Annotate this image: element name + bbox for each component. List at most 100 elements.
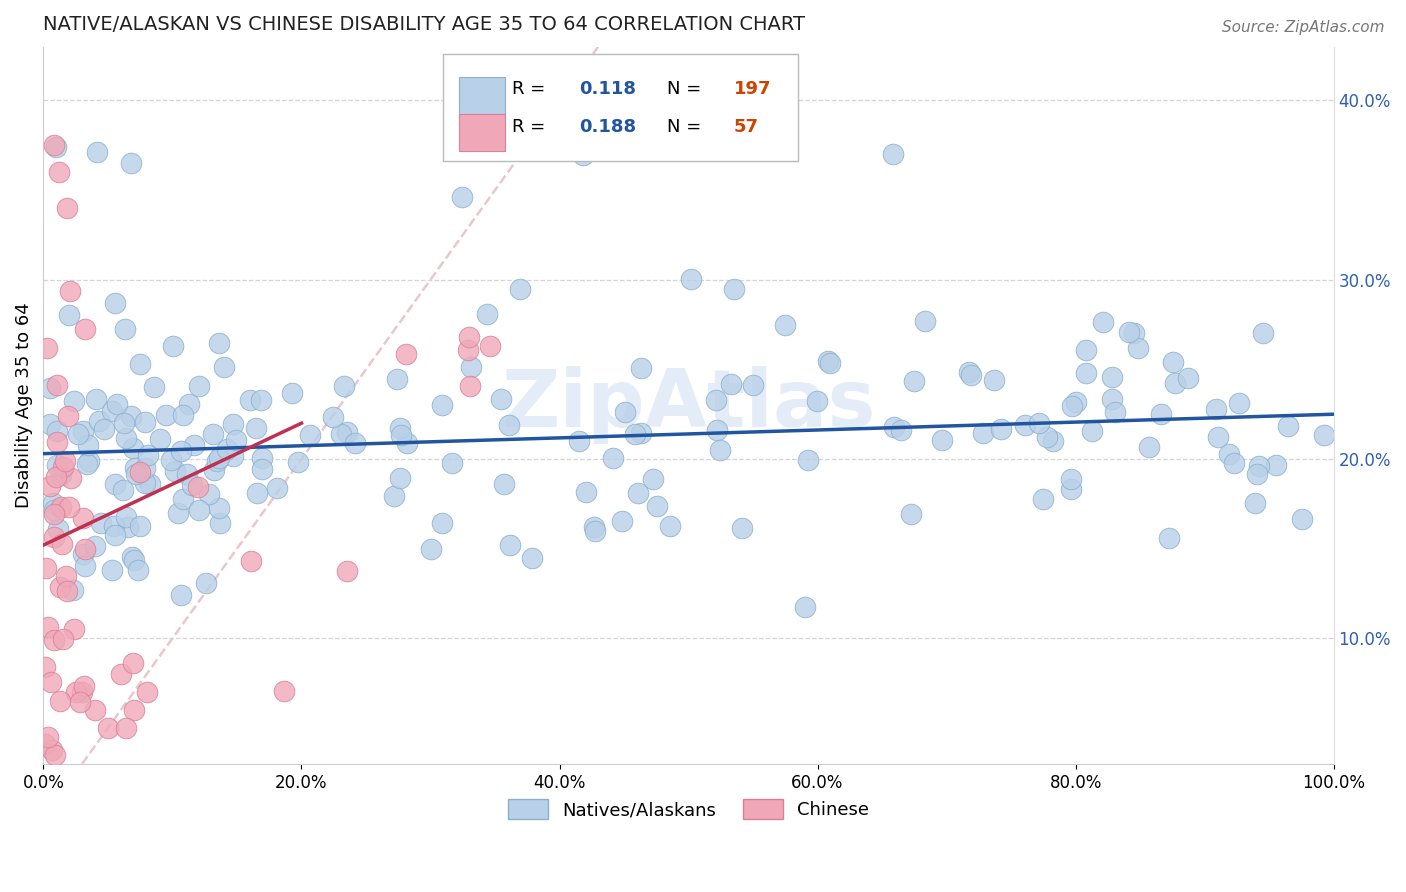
Point [240, 554, 263, 568]
Point [430, 398, 453, 412]
Text: ZipAtlas: ZipAtlas [502, 367, 876, 444]
Point [42, 503, 65, 517]
Point [208, 501, 231, 516]
FancyBboxPatch shape [443, 54, 799, 161]
Legend: Natives/Alaskans, Chinese: Natives/Alaskans, Chinese [501, 792, 876, 827]
Point [489, 392, 512, 406]
Point [249, 392, 271, 407]
Point [583, 520, 606, 534]
Point [1074, 366, 1097, 380]
Point [1060, 482, 1083, 496]
Point [114, 321, 136, 335]
Point [44, 530, 66, 544]
Point [794, 600, 817, 615]
Point [659, 518, 682, 533]
Point [117, 519, 139, 533]
Point [105, 397, 128, 411]
Point [122, 656, 145, 670]
Point [387, 372, 409, 386]
Point [266, 481, 288, 495]
Point [159, 453, 181, 467]
Point [509, 282, 531, 296]
Point [245, 421, 267, 435]
Point [624, 427, 647, 442]
Point [121, 441, 143, 455]
Point [59, 284, 82, 298]
Point [246, 485, 269, 500]
Point [172, 492, 194, 507]
Point [37, 730, 59, 744]
Text: 197: 197 [734, 80, 770, 98]
Point [121, 549, 143, 564]
Point [62, 582, 84, 597]
Point [1244, 495, 1267, 509]
Point [188, 503, 211, 517]
Point [1313, 428, 1336, 442]
Point [1014, 418, 1036, 433]
Point [149, 433, 172, 447]
Point [1091, 315, 1114, 329]
Point [112, 483, 135, 497]
Point [1291, 512, 1313, 526]
Point [86, 145, 108, 159]
Point [104, 527, 127, 541]
Point [329, 426, 352, 441]
Point [134, 415, 156, 429]
Point [208, 516, 231, 531]
Point [35, 561, 58, 575]
FancyBboxPatch shape [458, 77, 505, 114]
Point [114, 722, 136, 736]
Point [883, 420, 905, 434]
Point [575, 485, 598, 500]
Point [298, 428, 321, 442]
Point [250, 462, 273, 476]
Point [388, 471, 411, 485]
Point [499, 538, 522, 552]
Point [84, 539, 107, 553]
Point [900, 507, 922, 521]
Point [336, 425, 359, 439]
Point [1159, 532, 1181, 546]
Point [344, 436, 367, 450]
Point [46, 458, 69, 473]
Point [84, 703, 107, 717]
Point [630, 425, 652, 440]
Point [610, 514, 633, 528]
Point [39, 674, 62, 689]
Text: R =: R = [512, 118, 551, 136]
Point [120, 409, 142, 423]
Point [498, 417, 520, 432]
Point [45, 470, 67, 484]
Point [110, 667, 132, 681]
Point [250, 451, 273, 466]
Point [572, 147, 595, 161]
Point [63, 393, 86, 408]
Point [741, 377, 763, 392]
Point [176, 467, 198, 482]
Text: Source: ZipAtlas.com: Source: ZipAtlas.com [1222, 20, 1385, 35]
Point [972, 426, 994, 441]
Point [1060, 472, 1083, 486]
Point [167, 507, 190, 521]
Point [55, 569, 77, 583]
Point [983, 373, 1005, 387]
Point [706, 423, 728, 437]
Point [395, 436, 418, 450]
Point [1137, 440, 1160, 454]
Point [960, 368, 983, 383]
Point [239, 393, 262, 408]
Point [136, 448, 159, 462]
Point [89, 414, 111, 428]
Point [494, 477, 516, 491]
Point [163, 464, 186, 478]
FancyBboxPatch shape [458, 114, 505, 152]
Point [162, 339, 184, 353]
Point [806, 394, 828, 409]
Point [568, 434, 591, 448]
Point [188, 379, 211, 393]
Point [212, 359, 235, 374]
Point [77, 453, 100, 467]
Point [903, 374, 925, 388]
Text: R =: R = [512, 80, 551, 98]
Point [172, 408, 194, 422]
